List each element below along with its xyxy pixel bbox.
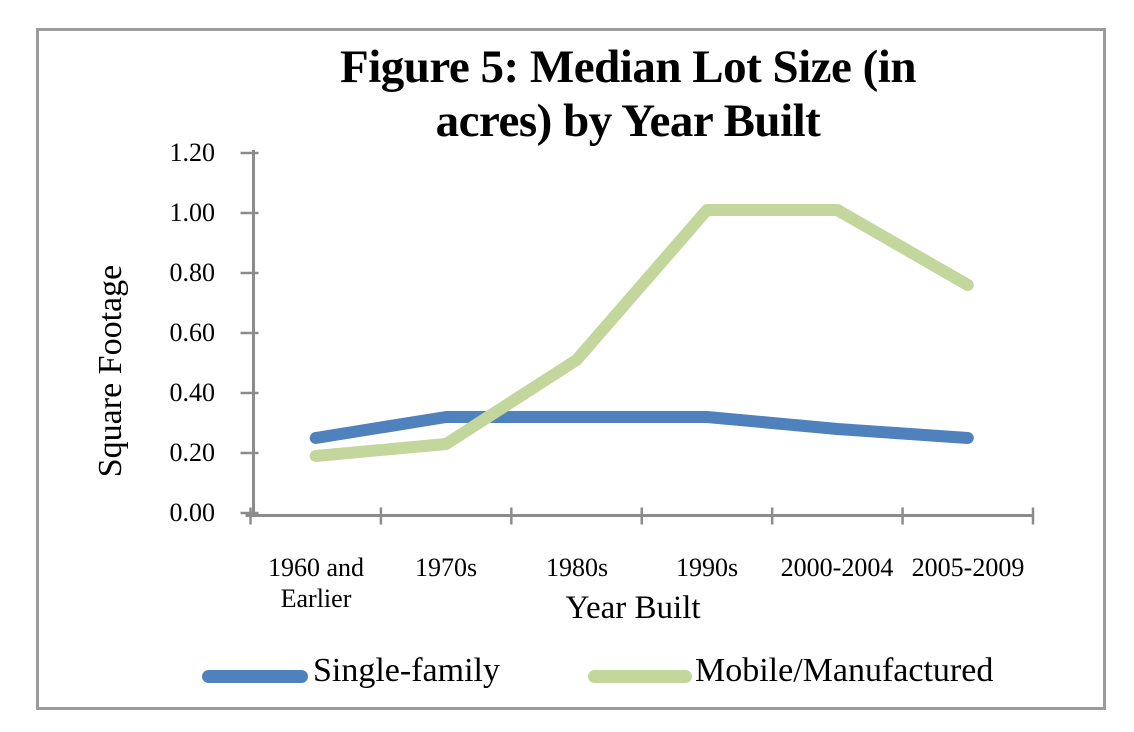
ytick-label-0-00: 0.00 (169, 498, 216, 527)
ytick-label-0-60: 0.60 (169, 318, 216, 347)
legend-swatch-mobile-manufactured (588, 670, 692, 683)
ytick-label-0-80: 0.80 (169, 258, 216, 287)
xtick-label-2000-2004: 2000-2004 (780, 553, 894, 582)
xtick-label-1970s: 1970s (414, 553, 478, 582)
chart-title: Figure 5: Median Lot Size (in acres) by … (128, 40, 1128, 148)
legend-swatch-single-family (202, 670, 308, 683)
ytick-label-0-40: 0.40 (169, 378, 216, 407)
ytick-label-1-20: 1.20 (169, 138, 216, 167)
chart-title-line-2: acres) by Year Built (435, 95, 821, 147)
legend-label-mobile-manufactured: Mobile/Manufactured (695, 652, 994, 689)
legend-label-single-family: Single-family (313, 652, 500, 689)
xtick-label-2005-2009: 2005-2009 (911, 553, 1025, 582)
ytick-label-1-00: 1.00 (169, 198, 216, 227)
xtick-label-1990s: 1990s (675, 553, 739, 582)
chart-title-line-1: Figure 5: Median Lot Size (in (339, 41, 917, 93)
x-axis-title: Year Built (565, 590, 701, 626)
xtick-label-1980s: 1980s (545, 553, 609, 582)
xtick-label-1960-and-earlier: 1960 and Earlier (267, 553, 365, 613)
ytick-label-0-20: 0.20 (169, 438, 216, 467)
